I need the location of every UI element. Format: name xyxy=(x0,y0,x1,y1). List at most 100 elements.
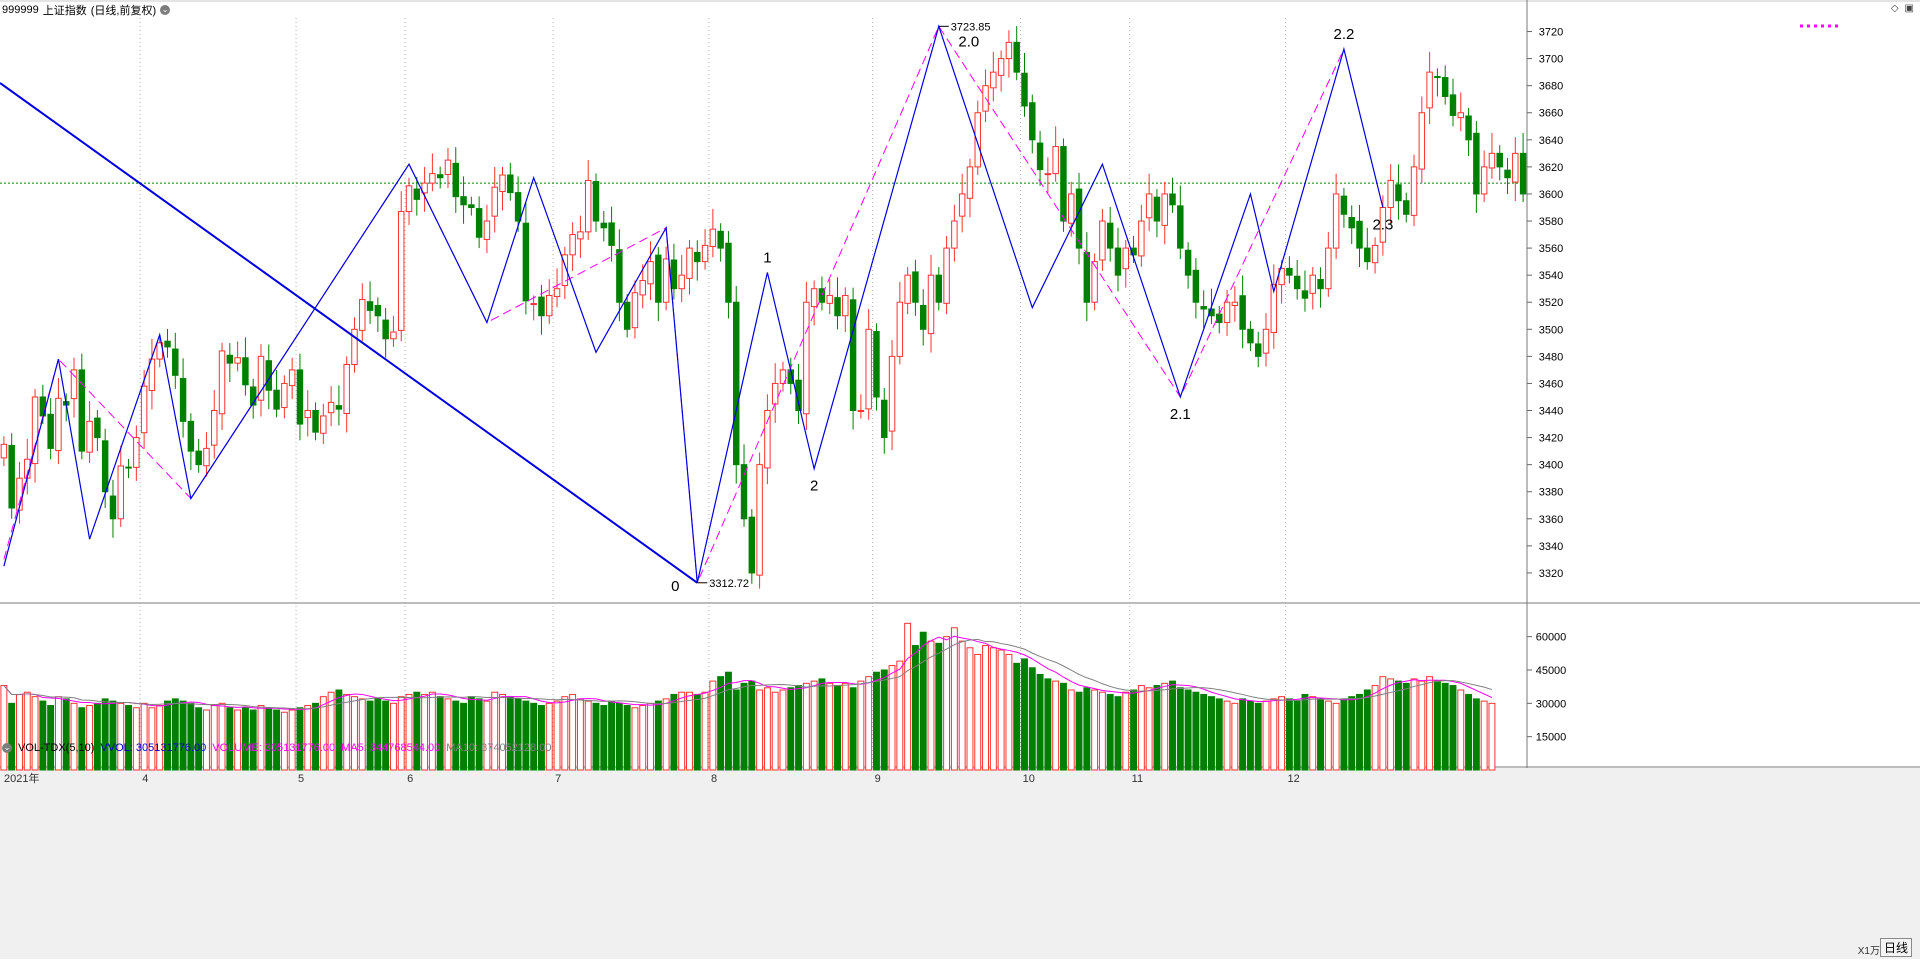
volume-bar xyxy=(389,702,397,771)
candle-body xyxy=(1029,102,1036,141)
candle-body xyxy=(172,348,179,376)
indicator-menu-icon[interactable]: ⌄ xyxy=(2,742,12,753)
candle-body xyxy=(1480,166,1488,195)
wave-label: 2 xyxy=(810,478,818,495)
candle-body xyxy=(592,181,600,222)
volume-bar xyxy=(304,705,312,771)
volume-bar xyxy=(374,698,382,771)
candle-body xyxy=(1208,308,1215,317)
volume-bar xyxy=(623,705,631,771)
volume-value: VOLUME: 305131776.00 xyxy=(212,741,336,754)
volume-bar xyxy=(156,705,164,771)
candle-body xyxy=(1216,313,1223,324)
volume-bar xyxy=(1387,678,1395,771)
candle-body xyxy=(1504,169,1511,179)
volume-bar xyxy=(670,693,678,771)
candle-body xyxy=(1021,72,1028,107)
volume-bar xyxy=(351,696,358,771)
volume-bar xyxy=(740,682,748,771)
candle-body xyxy=(569,234,576,256)
candle-body xyxy=(1122,247,1129,270)
diamond-icon[interactable]: ◇ xyxy=(1890,3,1899,14)
price-tick-label: 3340 xyxy=(1539,541,1563,553)
price-tick-label: 3480 xyxy=(1539,351,1563,363)
candle-body xyxy=(1325,247,1332,290)
volume-tick-label: 15000 xyxy=(1536,732,1567,744)
candle-body xyxy=(195,450,202,466)
volume-bar xyxy=(1145,687,1153,771)
volume-bar xyxy=(1472,698,1480,771)
chevron-down-icon[interactable]: ⌄ xyxy=(160,5,171,15)
candle-body xyxy=(1044,173,1052,176)
volume-bar xyxy=(592,702,600,771)
volume-bar xyxy=(234,709,242,771)
volume-bar xyxy=(343,693,351,771)
candle-body xyxy=(187,420,195,452)
volume-bar xyxy=(444,698,452,771)
volume-bar xyxy=(1075,691,1083,771)
candle-body xyxy=(444,159,452,175)
volume-bar xyxy=(810,680,818,771)
candle-body xyxy=(1340,195,1348,215)
month-label: 5 xyxy=(298,773,304,785)
top-right-icons: ◇ ▣ xyxy=(1891,3,1914,14)
extreme-label: 3312.72 xyxy=(709,578,749,590)
volume-bar xyxy=(1231,702,1239,771)
volume-bar xyxy=(1130,689,1138,771)
wave-label: 2.2 xyxy=(1333,26,1354,43)
candle-body xyxy=(55,397,62,452)
volume-bar xyxy=(841,682,849,771)
candle-body xyxy=(1177,205,1184,249)
price-tick-label: 3700 xyxy=(1539,54,1563,66)
candle-body xyxy=(1254,343,1262,357)
volume-bar xyxy=(218,702,226,771)
volume-bar xyxy=(802,682,810,771)
candle-body xyxy=(771,382,779,405)
candle-body xyxy=(935,274,943,303)
candle-body xyxy=(413,188,421,200)
candle-body xyxy=(1293,275,1301,290)
volume-bar xyxy=(1005,653,1013,771)
price-tick-label: 3720 xyxy=(1539,27,1563,39)
volume-bar xyxy=(1426,676,1434,771)
price-tick-label: 3520 xyxy=(1539,297,1563,309)
candle-body xyxy=(475,208,483,238)
candle-body xyxy=(304,410,311,419)
month-label: 12 xyxy=(1287,773,1299,785)
candle-body xyxy=(842,294,849,317)
candle-body xyxy=(834,297,841,317)
volume-bar xyxy=(1402,682,1410,771)
price-tick-label: 3620 xyxy=(1539,162,1563,174)
volume-bar xyxy=(717,676,725,771)
ma5-value: MA5: 344768544.00 xyxy=(341,741,441,754)
month-label: 10 xyxy=(1023,773,1035,785)
candle-body xyxy=(1130,247,1137,256)
candle-body xyxy=(810,288,818,308)
candle-body xyxy=(857,410,865,413)
volume-bar xyxy=(615,702,623,771)
window-restore-icon[interactable]: ▣ xyxy=(1904,3,1914,14)
volume-bar xyxy=(530,702,538,771)
volume-bar xyxy=(148,707,156,771)
candle-body xyxy=(733,301,740,466)
candle-body xyxy=(958,193,966,217)
volume-bar xyxy=(499,693,506,771)
candle-body xyxy=(1286,267,1293,276)
volume-bar xyxy=(756,689,764,771)
volume-bar xyxy=(826,682,834,771)
period-button[interactable]: 日线 xyxy=(1879,938,1912,957)
swing-line xyxy=(3,24,1384,583)
indicator-name: VOL-TDX(5,10) xyxy=(18,741,95,754)
candle-body xyxy=(164,340,171,348)
price-tick-label: 3380 xyxy=(1539,487,1563,499)
month-label: 2021年 xyxy=(4,771,39,785)
volume-bar xyxy=(1278,696,1286,771)
volume-bar xyxy=(1457,689,1465,771)
volume-bar xyxy=(647,702,654,771)
candle-body xyxy=(1114,247,1122,276)
candle-body xyxy=(974,112,981,168)
candle-body xyxy=(530,303,537,306)
volume-bar xyxy=(210,705,218,771)
volume-bar xyxy=(101,698,109,771)
